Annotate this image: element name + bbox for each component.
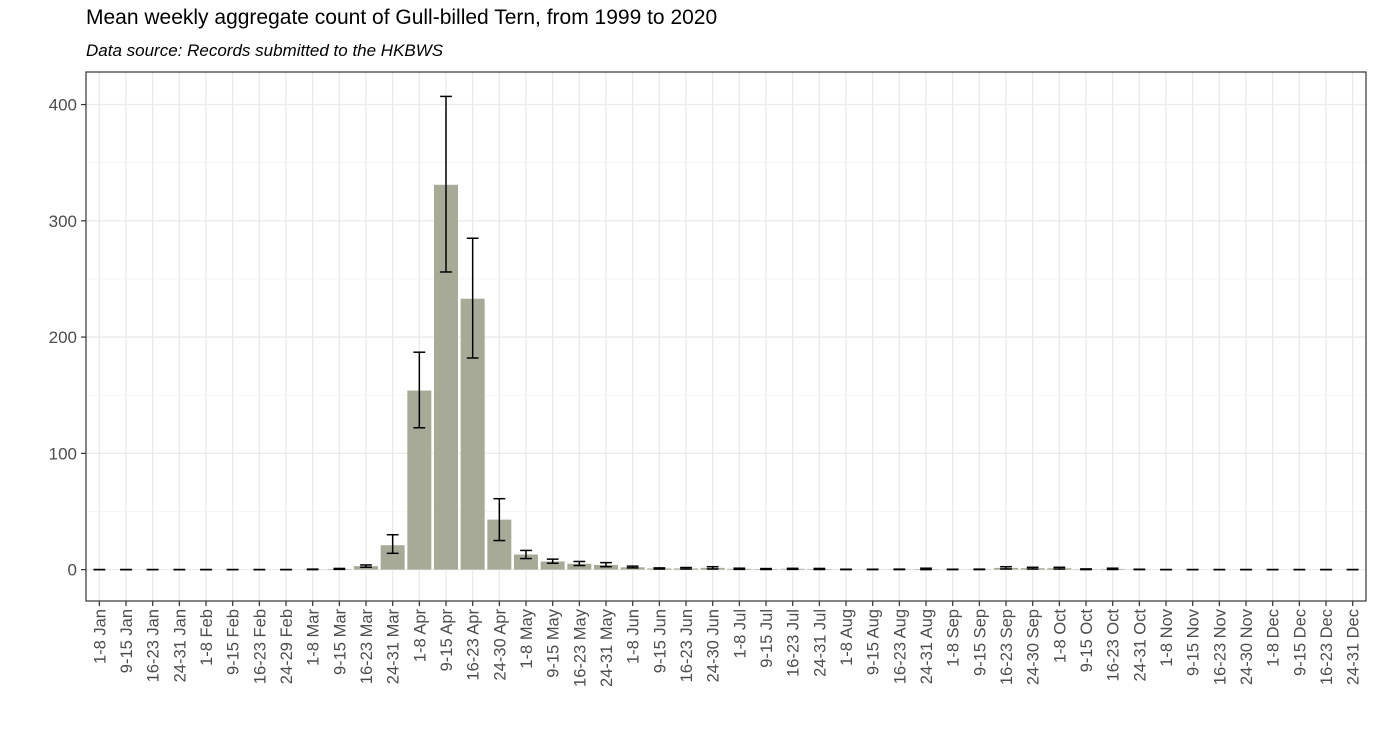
x-tick-label: 16-23 Sep [998, 609, 1016, 685]
x-tick-label: 16-23 Aug [891, 609, 909, 684]
chart-title: Mean weekly aggregate count of Gull-bill… [86, 6, 718, 29]
error-bars [93, 95, 1359, 571]
x-tick-label: 16-23 Jan [145, 609, 163, 682]
x-tick-label: 24-31 Mar [385, 608, 403, 684]
x-tick-label: 9-15 Jun [651, 609, 669, 673]
x-tick-label: 1-8 Mar [305, 609, 323, 666]
x-tick-label: 16-23 Nov [1211, 608, 1229, 685]
y-tick-label: 400 [49, 96, 77, 115]
x-tick-label: 1-8 Jun [625, 609, 643, 664]
x-tick-label: 24-31 Jan [171, 609, 189, 682]
chart-subtitle: Data source: Records submitted to the HK… [86, 41, 444, 60]
x-tick-label: 9-15 Jul [758, 609, 776, 668]
x-tick-label: 16-23 Jul [785, 609, 803, 677]
x-tick-label: 1-8 Nov [1158, 608, 1176, 667]
x-tick-label: 9-15 Apr [438, 608, 456, 671]
x-tick-label: 9-15 Sep [971, 609, 989, 676]
x-tick-label: 1-8 Apr [411, 608, 429, 662]
x-tick-label: 9-15 Aug [865, 609, 883, 675]
x-tick-label: 9-15 Jan [118, 609, 136, 673]
x-tick-label: 24-30 Sep [1025, 609, 1043, 685]
x-tick-label: 16-23 Jun [678, 609, 696, 682]
x-tick-label: 9-15 May [545, 608, 563, 678]
x-axis: 1-8 Jan 9-15 Jan 16-23 Jan 24-31 Jan 1-8 Feb… [91, 601, 1363, 687]
x-tick-label: 1-8 Aug [838, 609, 856, 666]
x-tick-label: 1-8 Feb [198, 609, 216, 666]
grid-lines [86, 72, 1366, 601]
bar [514, 554, 538, 570]
x-tick-label: 24-30 Jun [705, 609, 723, 682]
y-tick-label: 0 [68, 561, 77, 580]
x-tick-label: 1-8 Jul [731, 609, 749, 659]
x-tick-label: 9-15 Nov [1185, 608, 1203, 676]
x-tick-label: 24-30 Apr [491, 609, 509, 681]
bar [567, 563, 592, 570]
x-tick-label: 1-8 May [518, 608, 536, 668]
y-tick-label: 200 [49, 328, 77, 347]
bars [300, 184, 1152, 570]
x-tick-label: 16-23 Mar [358, 608, 376, 684]
x-tick-label: 16-23 Dec [1318, 609, 1336, 685]
x-tick-label: 16-23 May [571, 608, 589, 687]
x-tick-label: 24-31 May [598, 608, 616, 687]
x-tick-label: 9-15 Dec [1291, 609, 1309, 676]
y-tick-label: 300 [49, 212, 77, 231]
x-tick-label: 1-8 Jan [91, 609, 109, 664]
x-tick-label: 24-31 Oct [1131, 609, 1149, 682]
x-tick-label: 16-23 Feb [251, 609, 269, 684]
x-tick-label: 9-15 Feb [225, 609, 243, 675]
y-axis: 0 100 200 300 400 [49, 96, 86, 580]
x-tick-label: 1-8 Oct [1051, 609, 1069, 664]
x-tick-label: 1-8 Sep [945, 609, 963, 667]
x-tick-label: 16-23 Apr [465, 609, 483, 681]
x-tick-label: 24-29 Feb [278, 609, 296, 684]
x-tick-label: 1-8 Dec [1265, 609, 1283, 667]
x-tick-label: 9-15 Mar [331, 609, 349, 676]
bar [540, 561, 565, 570]
x-tick-label: 24-31 Jul [811, 609, 829, 677]
x-tick-label: 24-31 Aug [918, 609, 936, 684]
x-tick-label: 24-30 Nov [1238, 608, 1256, 685]
y-tick-label: 100 [49, 444, 77, 463]
x-tick-label: 24-31 Dec [1345, 609, 1363, 685]
x-tick-label: 16-23 Oct [1105, 609, 1123, 682]
x-tick-label: 9-15 Oct [1078, 609, 1096, 673]
